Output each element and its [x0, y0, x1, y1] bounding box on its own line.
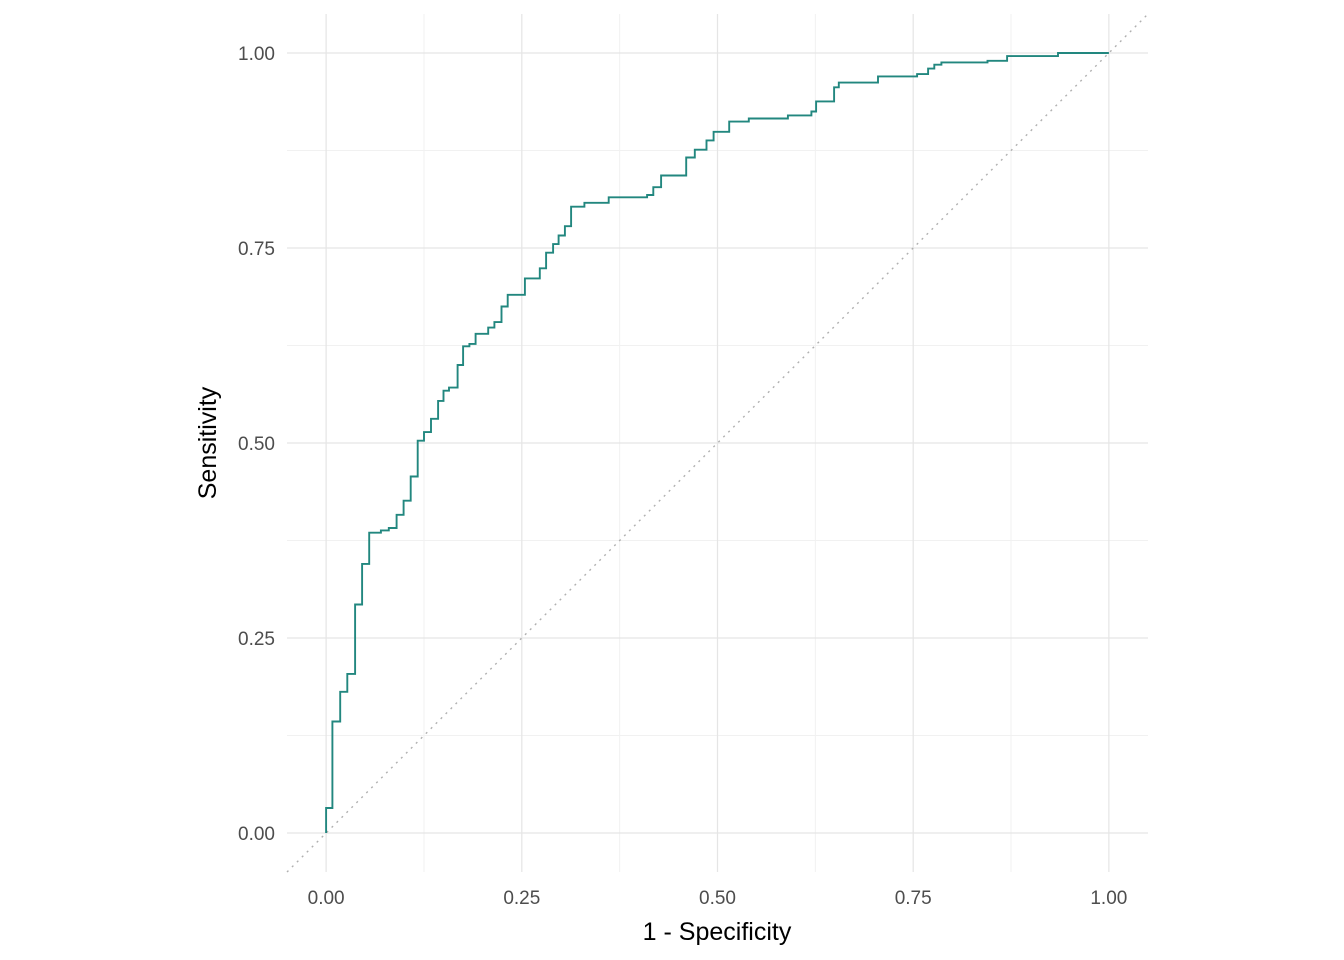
roc-curve-line	[325, 52, 1109, 833]
x-axis-title: 1 - Specificity	[643, 918, 792, 946]
x-tick-label: 0.25	[503, 888, 540, 909]
y-axis-tick-labels: 0.00 0.25 0.50 0.75 1.00	[238, 44, 275, 845]
x-tick-label: 0.00	[308, 888, 345, 909]
major-gridlines	[287, 14, 1148, 872]
y-tick-label: 0.00	[238, 824, 275, 845]
y-axis-title: Sensitivity	[194, 386, 222, 499]
y-tick-label: 1.00	[238, 44, 275, 65]
y-tick-label: 0.75	[238, 239, 275, 260]
x-tick-label: 1.00	[1090, 888, 1127, 909]
y-tick-label: 0.25	[238, 629, 275, 650]
x-tick-label: 0.75	[895, 888, 932, 909]
y-tick-label: 0.50	[238, 434, 275, 455]
x-axis-tick-labels: 0.00 0.25 0.50 0.75 1.00	[308, 888, 1128, 909]
x-tick-label: 0.50	[699, 888, 736, 909]
